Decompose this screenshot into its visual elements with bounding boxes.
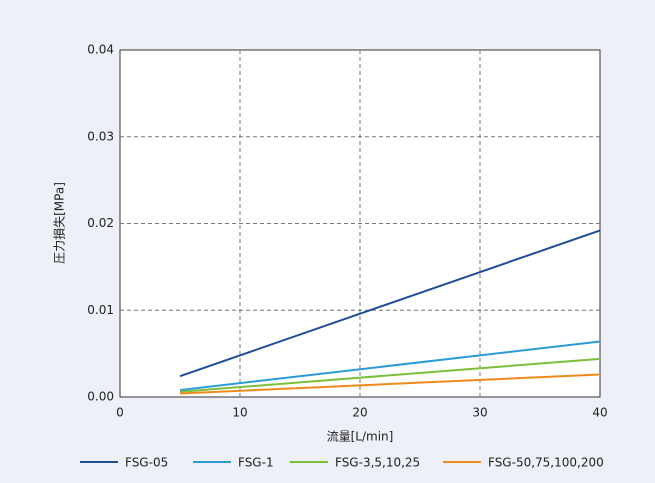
x-tick-label: 30 [472, 406, 487, 420]
legend-label: FSG-05 [125, 456, 168, 470]
y-tick-label: 0.00 [87, 390, 114, 404]
y-tick-label: 0.03 [87, 129, 114, 143]
x-tick-label: 40 [592, 406, 607, 420]
legend-label: FSG-50,75,100,200 [488, 456, 604, 470]
series-line [179, 229, 601, 378]
series-line [179, 340, 601, 392]
x-tick-label: 10 [232, 406, 247, 420]
y-axis-label: 圧力損失[MPa] [52, 182, 67, 264]
x-tick-label: 0 [116, 406, 124, 420]
series-line [179, 373, 601, 395]
x-axis-label: 流量[L/min] [327, 430, 394, 444]
y-tick-label: 0.01 [87, 303, 114, 317]
x-tick-label: 20 [352, 406, 367, 420]
legend-label: FSG-1 [238, 456, 274, 470]
y-tick-label: 0.04 [87, 43, 114, 57]
series-line [179, 357, 601, 393]
legend-label: FSG-3,5,10,25 [335, 456, 420, 470]
y-tick-label: 0.02 [87, 216, 114, 230]
